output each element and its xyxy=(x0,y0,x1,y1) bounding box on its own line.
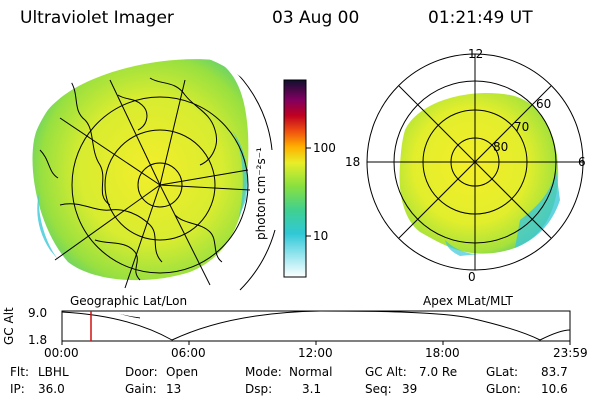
aurora-emission-geo xyxy=(32,59,249,281)
glon-key: GLon: xyxy=(486,382,521,396)
flt-value: LBHL xyxy=(38,365,69,379)
glat-key: GLat: xyxy=(486,365,519,379)
flt-key: Flt: xyxy=(10,365,29,379)
colorbar-tick-10: 10 xyxy=(313,229,329,243)
glat-value: 83.7 xyxy=(541,365,568,379)
dsp-key: Dsp: xyxy=(245,382,273,396)
mlat-label-60: 60 xyxy=(536,97,552,111)
altitude-ylabel: GC Alt xyxy=(2,307,16,345)
mlt-label-0: 0 xyxy=(468,270,476,284)
ip-value: 36.0 xyxy=(38,382,65,396)
time-tick-0000: 00:00 xyxy=(44,346,79,360)
altitude-curve xyxy=(61,310,571,341)
gc-alt-key: GC Alt: xyxy=(365,365,407,379)
gc-alt-value: 7.0 Re xyxy=(419,365,458,379)
time-label: 01:21:49 UT xyxy=(428,8,533,28)
seq-value: 39 xyxy=(402,382,418,396)
time-tick-1200: 12:00 xyxy=(298,346,333,360)
seq-key: Seq: xyxy=(365,382,392,396)
colorbar-tick-100: 100 xyxy=(313,141,336,155)
time-tick-1800: 18:00 xyxy=(425,346,460,360)
mode-value: Normal xyxy=(289,365,333,379)
geographic-map xyxy=(25,50,276,319)
time-tick-2359: 23:59 xyxy=(553,346,588,360)
mlat-label-70: 70 xyxy=(514,120,530,134)
ip-key: IP: xyxy=(10,382,25,396)
altitude-ytick-1-8: 1.8 xyxy=(28,333,48,347)
magnetic-polar-map xyxy=(366,53,584,271)
colorbar-unit-label: photon cm⁻²s⁻¹ xyxy=(254,147,268,240)
altitude-ytick-9: 9.0 xyxy=(28,306,48,320)
altitude-plot xyxy=(61,310,571,345)
mlt-label-18: 18 xyxy=(345,155,361,169)
door-value: Open xyxy=(166,365,199,379)
time-tick-0600: 06:00 xyxy=(171,346,206,360)
door-key: Door: xyxy=(125,365,158,379)
colorbar xyxy=(283,79,311,278)
geographic-caption: Geographic Lat/Lon xyxy=(70,294,188,308)
apex-caption: Apex MLat/MLT xyxy=(423,294,513,308)
mode-key: Mode: xyxy=(245,365,282,379)
date-label: 03 Aug 00 xyxy=(272,8,360,28)
gain-value: 13 xyxy=(166,382,182,396)
gain-key: Gain: xyxy=(125,382,157,396)
mlt-label-12: 12 xyxy=(468,47,484,61)
instrument-title: Ultraviolet Imager xyxy=(20,8,174,28)
dsp-value: 3.1 xyxy=(302,382,322,396)
mlt-label-6: 6 xyxy=(578,155,586,169)
glon-value: 10.6 xyxy=(541,382,568,396)
mlat-label-80: 80 xyxy=(493,140,509,154)
